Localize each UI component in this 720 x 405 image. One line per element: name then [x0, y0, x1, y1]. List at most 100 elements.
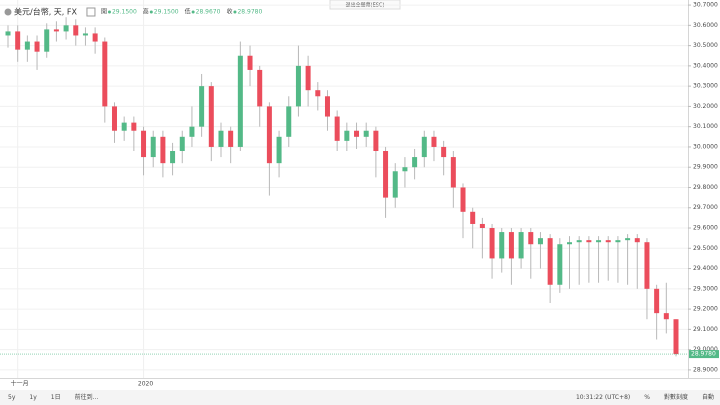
y-tick-label: 29.0000 — [693, 346, 718, 353]
candle-body — [53, 29, 59, 32]
candle-body — [392, 171, 398, 198]
toolbar-button[interactable]: 前往到... — [75, 393, 99, 401]
candle-body — [228, 130, 234, 147]
y-tick-label: 29.4000 — [693, 265, 718, 272]
candle-body — [537, 238, 543, 245]
candle-body — [576, 240, 582, 243]
candle-body — [160, 136, 166, 164]
candle-body — [412, 157, 418, 168]
candle-body — [557, 244, 563, 285]
y-tick-label: 29.6000 — [693, 225, 718, 232]
y-tick-label: 30.3000 — [693, 83, 718, 90]
candle-body — [150, 136, 156, 158]
candle-body — [470, 211, 476, 224]
candle-body — [82, 33, 88, 36]
candle-body — [324, 96, 330, 117]
last-price-label: 28.9780 — [691, 351, 716, 358]
candle-body — [625, 238, 631, 241]
candle-body — [460, 187, 466, 212]
y-tick-label: 30.1000 — [693, 123, 718, 130]
y-tick-label: 29.2000 — [693, 306, 718, 313]
toolbar-button[interactable]: 對數刻度 — [664, 393, 688, 401]
ohlc-value: 28.9670 — [196, 9, 221, 16]
toolbar-button[interactable]: 1y — [29, 394, 37, 401]
candle-body — [266, 106, 272, 164]
candle-body — [247, 55, 253, 70]
candle-body — [237, 55, 243, 147]
y-tick-label: 30.6000 — [693, 22, 718, 29]
toggle-box[interactable] — [86, 7, 96, 17]
candle-body — [547, 238, 553, 285]
last-price-box — [689, 350, 719, 359]
ohlc-dot — [107, 10, 111, 14]
candle-body — [295, 65, 301, 107]
candle-body — [276, 136, 282, 164]
candle-body — [479, 223, 485, 229]
candle-body — [421, 136, 427, 158]
y-tick-label: 30.5000 — [693, 42, 718, 49]
symbol: 美元/台幣, 天, FX — [14, 7, 77, 17]
candle-body — [73, 25, 79, 36]
toolbar-button[interactable]: 5y — [8, 394, 16, 401]
candle-body — [131, 122, 137, 131]
y-tick-label: 30.7000 — [693, 2, 718, 9]
ohlc-dot — [149, 10, 153, 14]
candle-body — [499, 232, 505, 259]
candle-body — [334, 116, 340, 141]
candle-body — [24, 41, 30, 50]
toolbar-button[interactable]: 自動 — [702, 393, 714, 401]
candle-body — [634, 238, 640, 243]
candle-body — [111, 106, 117, 131]
candle-body — [199, 86, 205, 127]
candle-body — [528, 232, 534, 245]
candle-body — [218, 130, 224, 147]
ohlc-value: 29.1500 — [112, 9, 137, 16]
ohlc-dot — [233, 10, 237, 14]
candle-body — [15, 31, 21, 50]
y-tick-label: 29.7000 — [693, 204, 718, 211]
candle-body — [257, 69, 263, 107]
y-tick-label: 28.9000 — [693, 366, 718, 373]
y-tick-label: 29.5000 — [693, 245, 718, 252]
toolbar — [0, 390, 720, 405]
candle-body — [596, 240, 602, 243]
fullscreen-hint-box — [329, 0, 401, 10]
ohlc-value: 29.1500 — [154, 9, 179, 16]
y-tick-label: 30.0000 — [693, 143, 718, 150]
toolbar-button[interactable]: % — [644, 394, 650, 401]
toolbar-button[interactable]: 1日 — [51, 394, 61, 401]
candle-body — [654, 288, 660, 314]
candle-body — [586, 240, 592, 243]
ohlc-label: 低 — [185, 8, 191, 16]
candle-body — [315, 90, 321, 97]
candle-body — [208, 86, 214, 147]
candle-body — [102, 41, 108, 107]
candle-body — [402, 167, 408, 172]
candle-body — [34, 41, 40, 52]
candle-body — [363, 130, 369, 137]
ohlc-label: 收 — [226, 8, 232, 16]
x-tick-label: 2020 — [138, 381, 153, 388]
candle-body — [344, 130, 350, 141]
ohlc-value: 28.9780 — [237, 9, 262, 16]
candle-body — [605, 240, 611, 243]
candle-body — [508, 232, 514, 259]
candle-body — [121, 122, 127, 131]
candle-body — [141, 130, 147, 158]
y-tick-label: 29.1000 — [693, 326, 718, 333]
candle-body — [615, 240, 621, 243]
ohlc-dot — [191, 10, 195, 14]
ohlc-label: 開 — [101, 9, 107, 16]
toolbar-button[interactable]: 10:31:22 (UTC+8) — [576, 394, 630, 401]
candle-body — [567, 242, 573, 245]
candle-body — [179, 136, 185, 151]
x-tick-label: 十一月 — [11, 380, 29, 388]
candle-body — [431, 136, 437, 147]
ohlc-label: 高 — [143, 8, 149, 16]
candle-body — [63, 25, 69, 32]
candle-body — [373, 130, 379, 151]
y-tick-label: 30.2000 — [693, 103, 718, 110]
candle-body — [354, 130, 360, 137]
